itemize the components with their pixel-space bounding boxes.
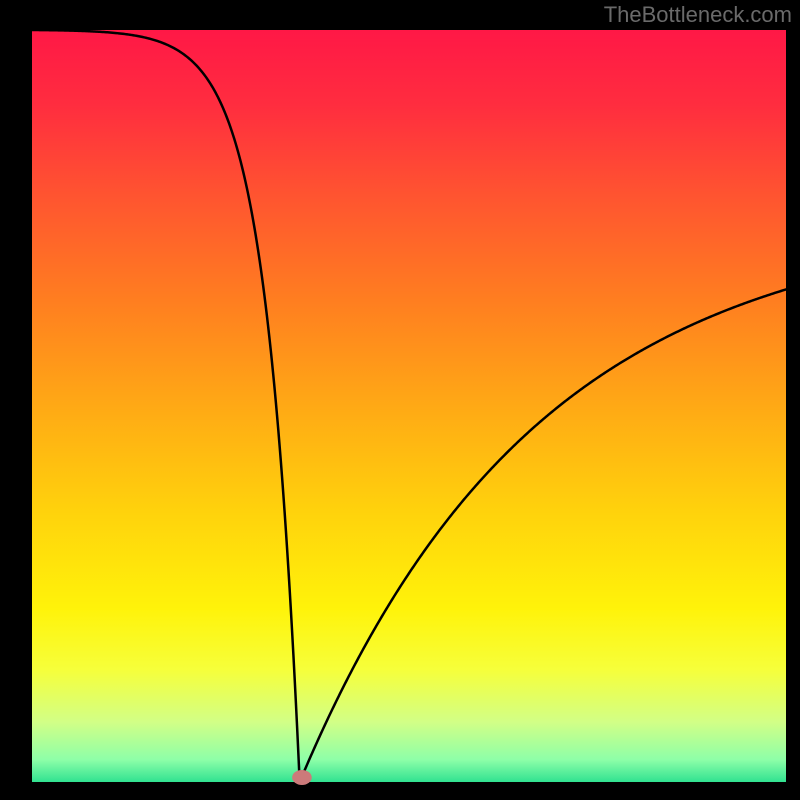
optimum-marker [292,770,312,785]
bottleneck-chart [0,0,800,800]
attribution-text: TheBottleneck.com [604,2,792,28]
plot-background [32,30,786,782]
